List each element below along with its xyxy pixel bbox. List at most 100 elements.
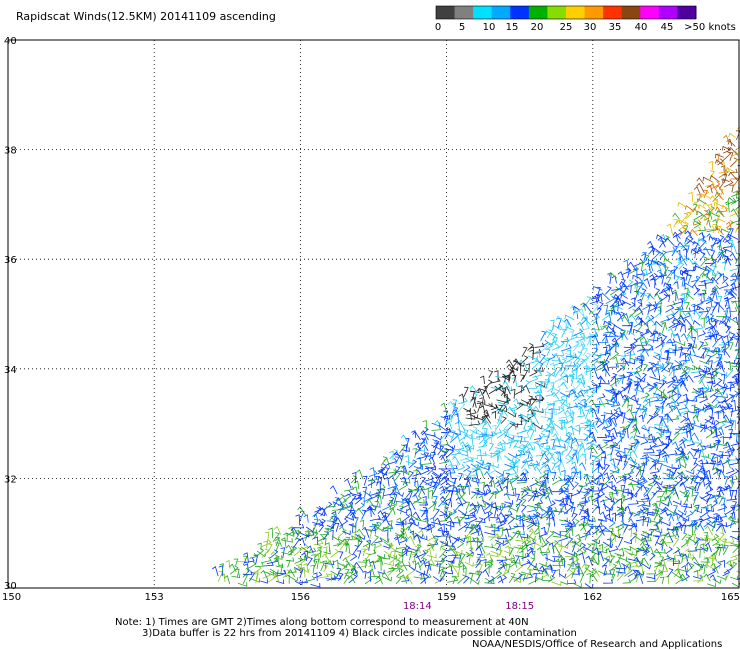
wind-barb <box>363 494 373 503</box>
wind-barb <box>326 560 334 569</box>
wind-barb <box>408 491 413 500</box>
wind-barb <box>601 367 611 377</box>
wind-barb <box>560 358 567 367</box>
wind-barb <box>572 369 578 380</box>
wind-barb <box>551 471 557 482</box>
wind-barb <box>596 461 604 470</box>
wind-barb <box>729 342 734 351</box>
wind-barb <box>735 142 740 151</box>
wind-barb <box>718 470 726 479</box>
wind-barb <box>656 449 666 457</box>
wind-barb <box>687 476 697 482</box>
wind-barb <box>420 453 431 458</box>
wind-barb <box>509 369 516 378</box>
x-tick-label: 150 <box>2 592 21 603</box>
wind-barb <box>547 353 556 361</box>
wind-barb <box>640 484 648 493</box>
wind-barb <box>676 219 686 230</box>
wind-barb <box>666 300 676 307</box>
wind-barb <box>598 399 610 406</box>
wind-barb <box>620 484 626 495</box>
wind-barb <box>730 506 736 517</box>
wind-barb <box>730 168 738 173</box>
wind-barb <box>706 522 716 529</box>
wind-barb <box>396 520 407 525</box>
wind-barb <box>476 517 484 527</box>
wind-barb <box>660 288 670 297</box>
wind-barb <box>558 527 568 533</box>
wind-barb <box>700 371 707 379</box>
wind-barb <box>498 560 505 569</box>
wind-barb <box>643 254 650 264</box>
wind-barb <box>440 402 447 413</box>
wind-barb <box>611 512 616 522</box>
wind-barb <box>658 556 665 566</box>
wind-barb <box>362 490 371 496</box>
wind-barb <box>545 565 553 570</box>
wind-barb <box>622 455 628 466</box>
wind-barb <box>275 537 282 547</box>
wind-barb <box>415 439 426 444</box>
wind-barb <box>484 561 494 571</box>
wind-barb <box>638 262 644 272</box>
wind-barb <box>552 476 563 485</box>
wind-barb <box>652 323 657 333</box>
wind-barb <box>532 476 541 481</box>
wind-barb <box>369 572 381 577</box>
wind-barb <box>438 424 449 432</box>
wind-barb <box>583 433 594 439</box>
wind-barb <box>628 308 637 318</box>
wind-barb <box>685 257 694 265</box>
wind-barb <box>445 421 453 430</box>
wind-barb <box>703 535 709 546</box>
wind-barb <box>344 478 352 489</box>
time-label: 18:15 <box>505 601 534 612</box>
wind-barb <box>387 482 399 490</box>
wind-barb <box>419 572 426 584</box>
wind-barb <box>667 568 674 578</box>
wind-barb <box>691 404 696 414</box>
wind-barb <box>484 482 493 487</box>
wind-barb <box>729 561 738 571</box>
wind-barb <box>672 431 680 441</box>
wind-barb <box>450 485 455 496</box>
wind-barb <box>702 505 708 515</box>
wind-barb <box>522 573 534 580</box>
wind-barb <box>727 197 736 204</box>
wind-barb <box>538 481 545 491</box>
wind-barb <box>721 261 727 271</box>
wind-barb <box>509 432 519 438</box>
wind-barb <box>455 496 464 507</box>
wind-barb <box>679 470 688 482</box>
wind-barb <box>711 319 717 328</box>
wind-barb <box>677 307 687 317</box>
wind-barb <box>469 501 480 507</box>
wind-barb <box>469 577 480 585</box>
wind-barb <box>619 280 629 291</box>
wind-barb <box>694 508 702 514</box>
wind-barb <box>520 472 527 482</box>
wind-barb <box>604 422 612 429</box>
wind-barb <box>466 409 477 416</box>
wind-barb <box>602 541 613 549</box>
wind-barb <box>627 481 635 491</box>
wind-barb <box>521 346 528 357</box>
wind-barb <box>724 235 732 243</box>
wind-barb <box>497 549 503 557</box>
wind-barb <box>679 438 686 449</box>
wind-barb <box>649 375 661 381</box>
wind-barb <box>395 553 403 563</box>
wind-barb <box>591 295 598 304</box>
wind-barb <box>589 569 598 578</box>
wind-barb <box>504 491 515 496</box>
wind-barb <box>557 378 568 388</box>
wind-barb <box>318 572 329 579</box>
wind-barb <box>580 515 586 527</box>
wind-barb <box>504 472 511 482</box>
wind-barb <box>728 239 733 252</box>
wind-barb <box>469 420 481 426</box>
wind-barb <box>603 579 614 584</box>
wind-barb <box>448 560 453 572</box>
wind-barb <box>510 559 518 568</box>
